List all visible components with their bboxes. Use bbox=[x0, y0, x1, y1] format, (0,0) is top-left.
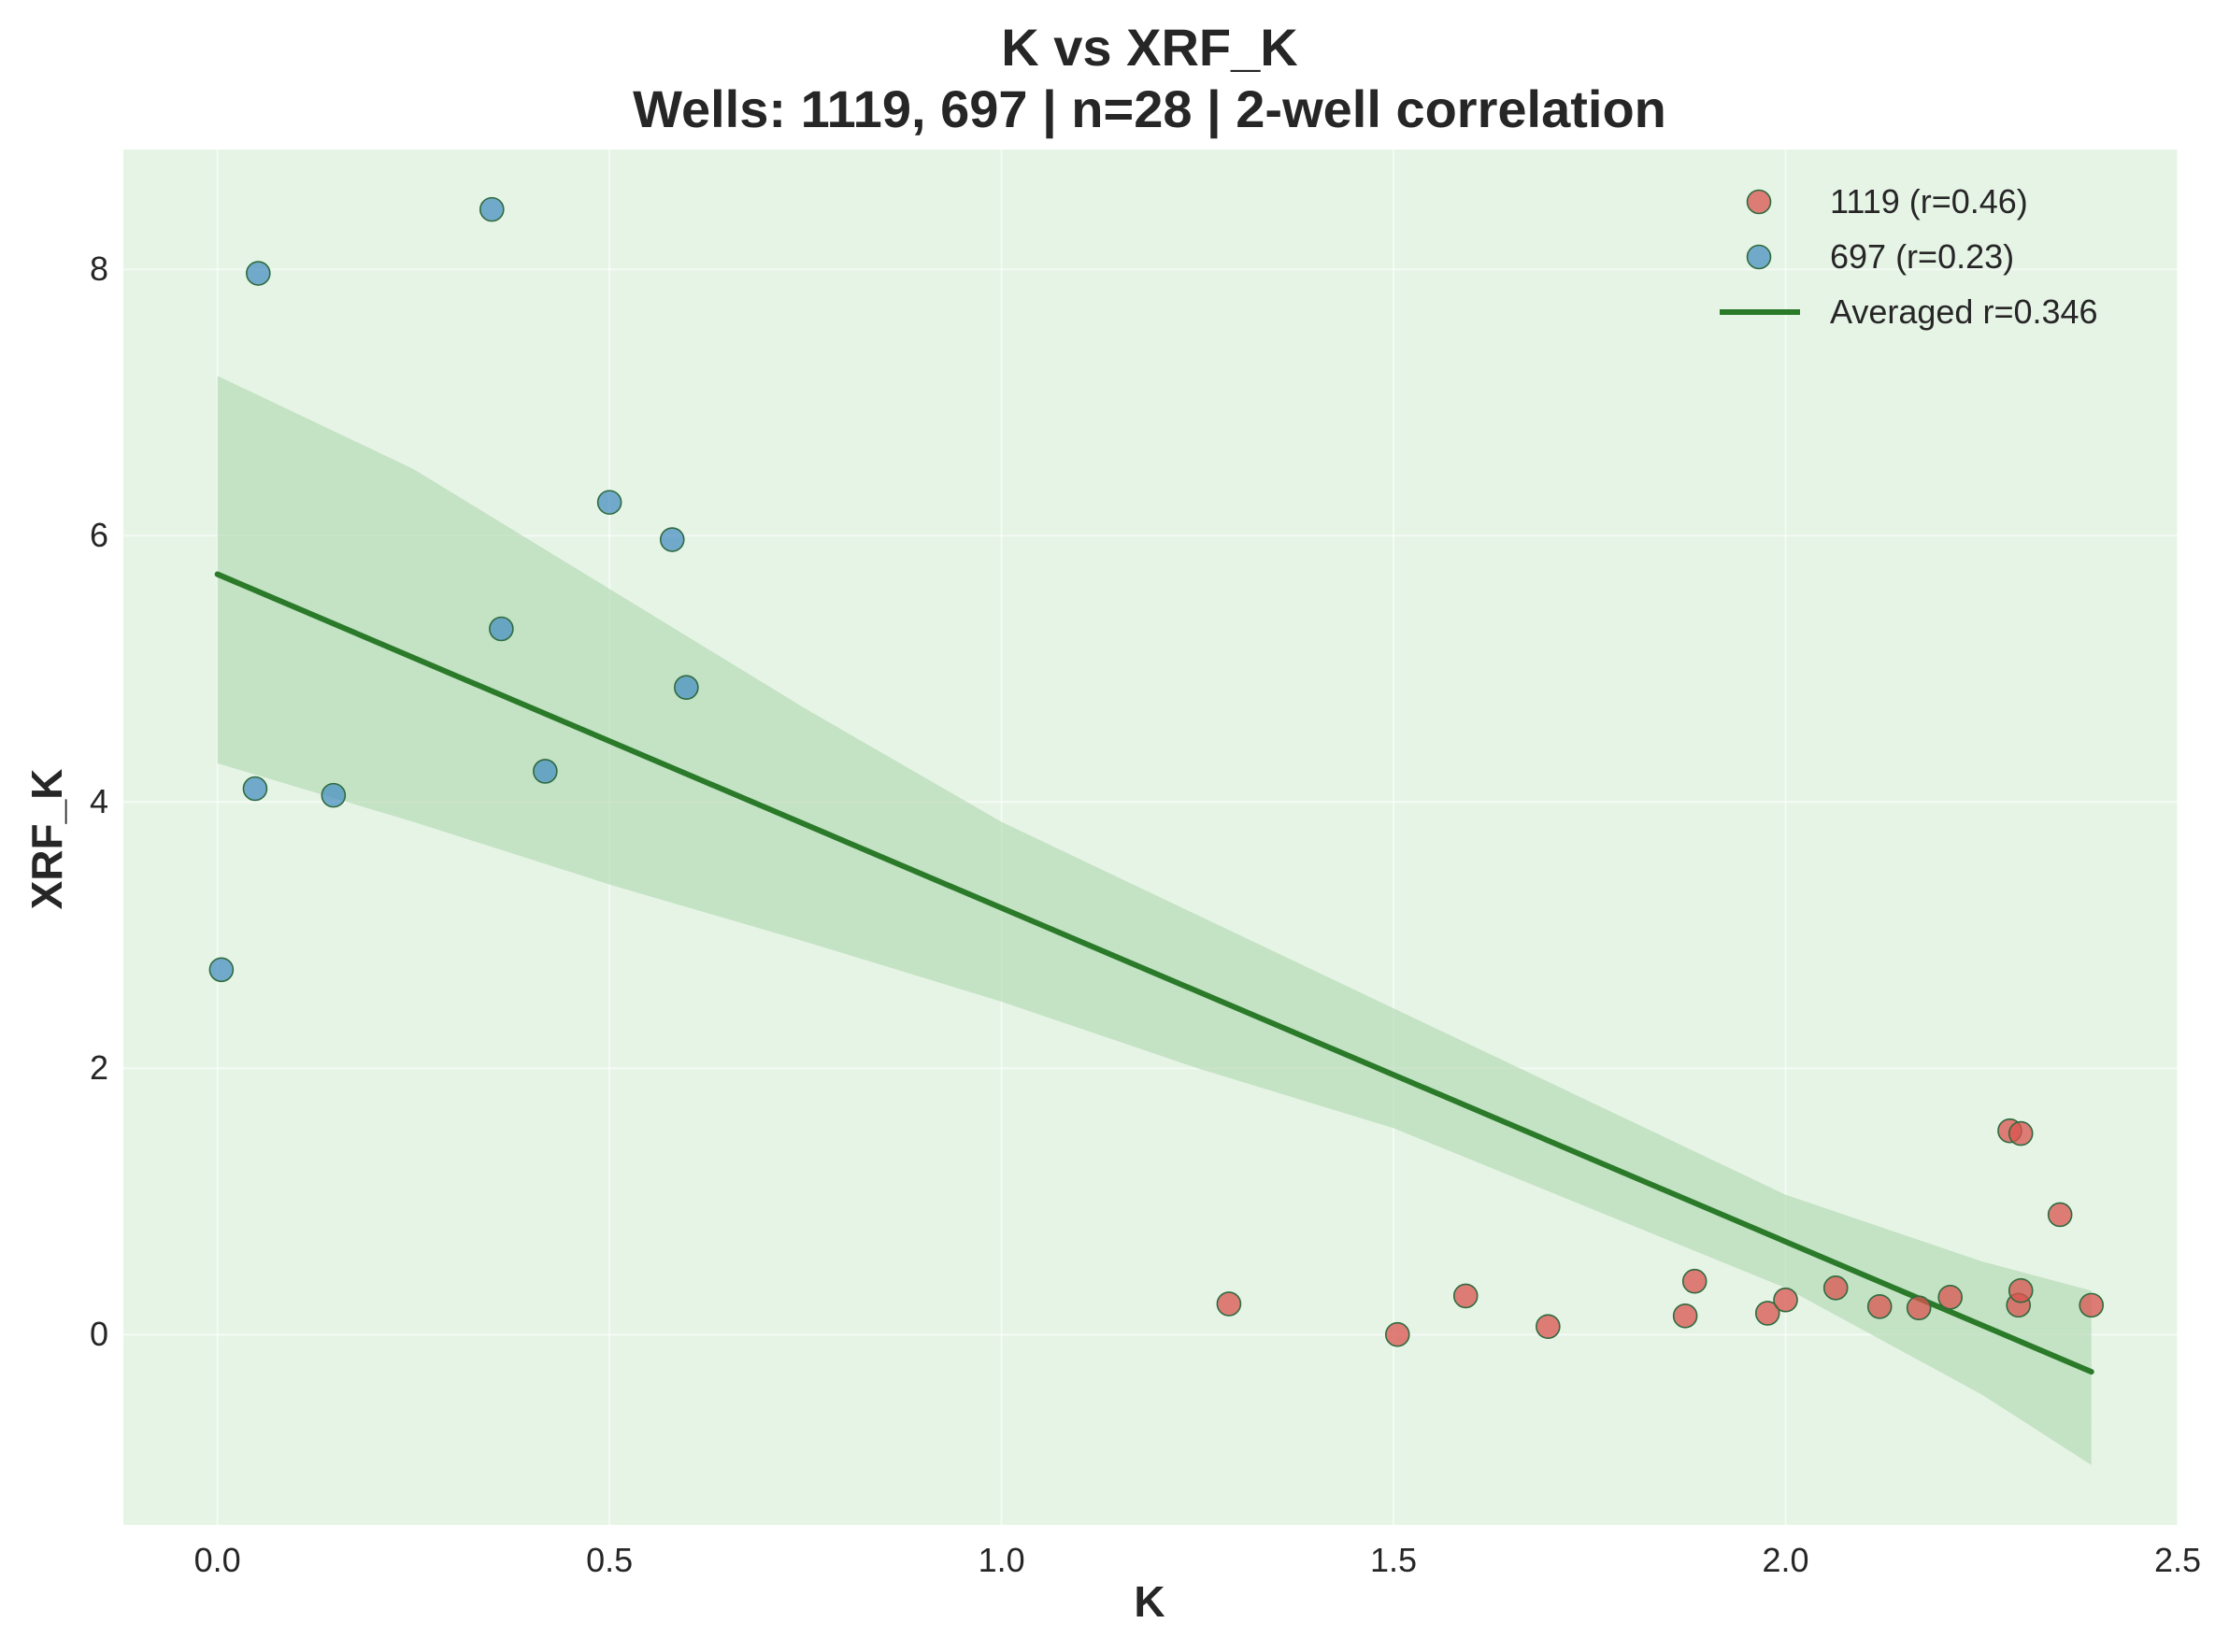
confidence-band bbox=[217, 376, 2092, 1465]
data-point-series-0 bbox=[1216, 1291, 1242, 1317]
x-tick-label: 1.5 bbox=[1370, 1541, 1417, 1579]
data-point-series-1 bbox=[479, 196, 505, 222]
data-point-series-0 bbox=[1384, 1321, 1410, 1347]
data-point-series-1 bbox=[659, 527, 685, 552]
legend-entry: Averaged r=0.346 bbox=[1720, 292, 2098, 331]
data-point-series-0 bbox=[1754, 1301, 1780, 1326]
data-point-series-0 bbox=[1681, 1268, 1708, 1294]
x-tick-label: 0.0 bbox=[194, 1541, 241, 1579]
chart-subtitle: Wells: 1119, 697 | n=28 | 2-well correla… bbox=[633, 79, 1666, 139]
x-tick-label: 2.5 bbox=[2154, 1541, 2201, 1579]
data-point-series-0 bbox=[2008, 1277, 2034, 1303]
legend-marker bbox=[1746, 189, 1772, 215]
y-tick-label: 2 bbox=[90, 1048, 108, 1087]
y-axis-label: XRF_K bbox=[22, 769, 71, 910]
y-tick-label: 8 bbox=[90, 249, 108, 288]
chart-title: K vs XRF_K bbox=[1001, 18, 1297, 77]
data-point-series-0 bbox=[1536, 1314, 1561, 1339]
data-point-series-1 bbox=[533, 759, 558, 784]
data-point-series-1 bbox=[596, 490, 622, 515]
data-point-series-1 bbox=[489, 616, 514, 642]
data-point-series-1 bbox=[321, 782, 347, 808]
x-tick-label: 0.5 bbox=[586, 1541, 633, 1579]
legend: 1119 (r=0.46) 697 (r=0.23) Averaged r=0.34… bbox=[1720, 182, 2098, 331]
data-point-series-1 bbox=[242, 776, 268, 802]
data-point-series-0 bbox=[1672, 1303, 1698, 1329]
x-axis-label: K bbox=[1134, 1577, 1165, 1626]
regression-line bbox=[214, 571, 2094, 1375]
data-point-series-0 bbox=[1773, 1287, 1798, 1313]
data-point-series-0 bbox=[2047, 1202, 2073, 1228]
data-point-series-0 bbox=[1452, 1283, 1479, 1309]
data-point-series-0 bbox=[1906, 1295, 1932, 1321]
data-point-series-0 bbox=[2079, 1292, 2105, 1318]
legend-label: 697 (r=0.23) bbox=[1830, 237, 2014, 276]
legend-label: Averaged r=0.346 bbox=[1830, 292, 2098, 331]
data-point-series-0 bbox=[1866, 1294, 1893, 1319]
data-point-series-1 bbox=[208, 957, 235, 983]
legend-entry: 1119 (r=0.46) bbox=[1746, 182, 2028, 221]
legend-label: 1119 (r=0.46) bbox=[1830, 182, 2028, 221]
data-point-series-0 bbox=[2008, 1120, 2034, 1146]
data-point-series-1 bbox=[245, 261, 271, 286]
data-point-series-0 bbox=[1937, 1285, 1964, 1310]
y-tick-label: 4 bbox=[90, 782, 108, 820]
plot-area: 0.0 0.5 1.0 1.5 2.0 2.5 0 2 4 6 8 bbox=[90, 150, 2201, 1579]
data-point-series-0 bbox=[1822, 1275, 1849, 1301]
legend-entry: 697 (r=0.23) bbox=[1746, 237, 2014, 276]
y-tick-label: 0 bbox=[90, 1315, 108, 1353]
legend-marker bbox=[1746, 244, 1772, 270]
data-point-series-1 bbox=[674, 675, 699, 700]
x-tick-label: 2.0 bbox=[1763, 1541, 1809, 1579]
x-tick-label: 1.0 bbox=[979, 1541, 1025, 1579]
y-tick-label: 6 bbox=[90, 516, 108, 554]
